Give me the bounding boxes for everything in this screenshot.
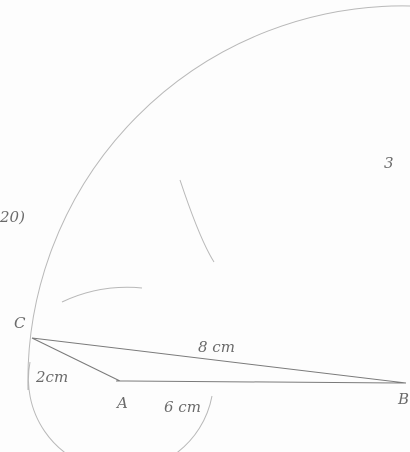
length-label: 6 cm xyxy=(164,398,201,416)
side-mark: 3 xyxy=(384,154,394,172)
length-label: 2cm xyxy=(35,368,68,386)
point-label: C xyxy=(14,314,26,332)
construction-sketch: 20) 3 C A B 8 cm 2cm 6 cm xyxy=(0,0,410,452)
point-label: B xyxy=(397,390,409,408)
question-number: 20) xyxy=(0,208,25,226)
length-label: 8 cm xyxy=(198,338,235,356)
point-label: A xyxy=(115,394,128,412)
